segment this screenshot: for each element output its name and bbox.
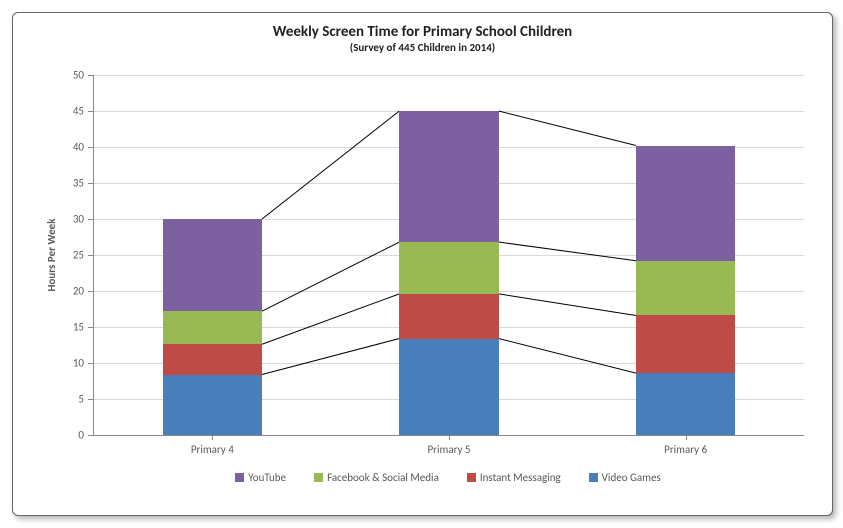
y-tick [88, 435, 93, 436]
plot-area: 05101520253035404550Primary 4Primary 5Pr… [93, 75, 804, 436]
legend-label: YouTube [248, 471, 286, 484]
bar-segment-youtube [163, 219, 262, 311]
legend-label: Facebook & Social Media [327, 471, 439, 484]
x-tick-label: Primary 4 [191, 443, 234, 456]
bar-segment-facebook-social-media [163, 311, 262, 344]
chart-title: Weekly Screen Time for Primary School Ch… [13, 13, 832, 41]
y-axis-title: Hours Per Week [45, 219, 58, 292]
y-tick-label: 10 [73, 357, 84, 370]
legend-item: Facebook & Social Media [314, 471, 439, 484]
y-tick [88, 363, 93, 364]
x-tick-label: Primary 5 [427, 443, 470, 456]
y-tick [88, 75, 93, 76]
bar-segment-youtube [399, 111, 498, 242]
legend-swatch [589, 473, 598, 482]
y-tick [88, 183, 93, 184]
y-tick-label: 5 [78, 393, 84, 406]
legend-item: YouTube [235, 471, 286, 484]
legend-item: Instant Messaging [467, 471, 561, 484]
legend-item: Video Games [589, 471, 661, 484]
bar-segment-instant-messaging [636, 315, 735, 373]
y-tick [88, 219, 93, 220]
bar-segment-youtube [636, 146, 735, 261]
y-tick-label: 30 [73, 213, 84, 226]
y-tick-label: 15 [73, 321, 84, 334]
bar-segment-video-games [163, 375, 262, 435]
y-tick [88, 147, 93, 148]
y-tick-label: 40 [73, 141, 84, 154]
x-tick [212, 435, 213, 440]
x-tick-label: Primary 6 [664, 443, 707, 456]
y-tick [88, 399, 93, 400]
legend-label: Instant Messaging [480, 471, 561, 484]
legend-swatch [235, 473, 244, 482]
chart-subtitle: (Survey of 445 Children in 2014) [13, 41, 832, 62]
y-tick-label: 45 [73, 105, 84, 118]
y-tick [88, 327, 93, 328]
y-tick-label: 35 [73, 177, 84, 190]
bar-segment-video-games [399, 339, 498, 435]
y-tick-label: 50 [73, 69, 84, 82]
legend-label: Video Games [602, 471, 661, 484]
bar-segment-facebook-social-media [399, 242, 498, 294]
x-tick [449, 435, 450, 440]
legend-swatch [314, 473, 323, 482]
y-tick [88, 111, 93, 112]
y-tick [88, 291, 93, 292]
y-tick-label: 0 [78, 429, 84, 442]
y-tick [88, 255, 93, 256]
bar-segment-instant-messaging [399, 294, 498, 339]
legend: YouTube Facebook & Social Media Instant Me… [93, 471, 803, 484]
legend-swatch [467, 473, 476, 482]
x-tick [686, 435, 687, 440]
chart-container: Weekly Screen Time for Primary School Ch… [12, 12, 833, 516]
bar-segment-instant-messaging [163, 344, 262, 374]
y-tick-label: 25 [73, 249, 84, 262]
y-tick-label: 20 [73, 285, 84, 298]
bar-segment-video-games [636, 373, 735, 435]
bar-segment-facebook-social-media [636, 261, 735, 316]
